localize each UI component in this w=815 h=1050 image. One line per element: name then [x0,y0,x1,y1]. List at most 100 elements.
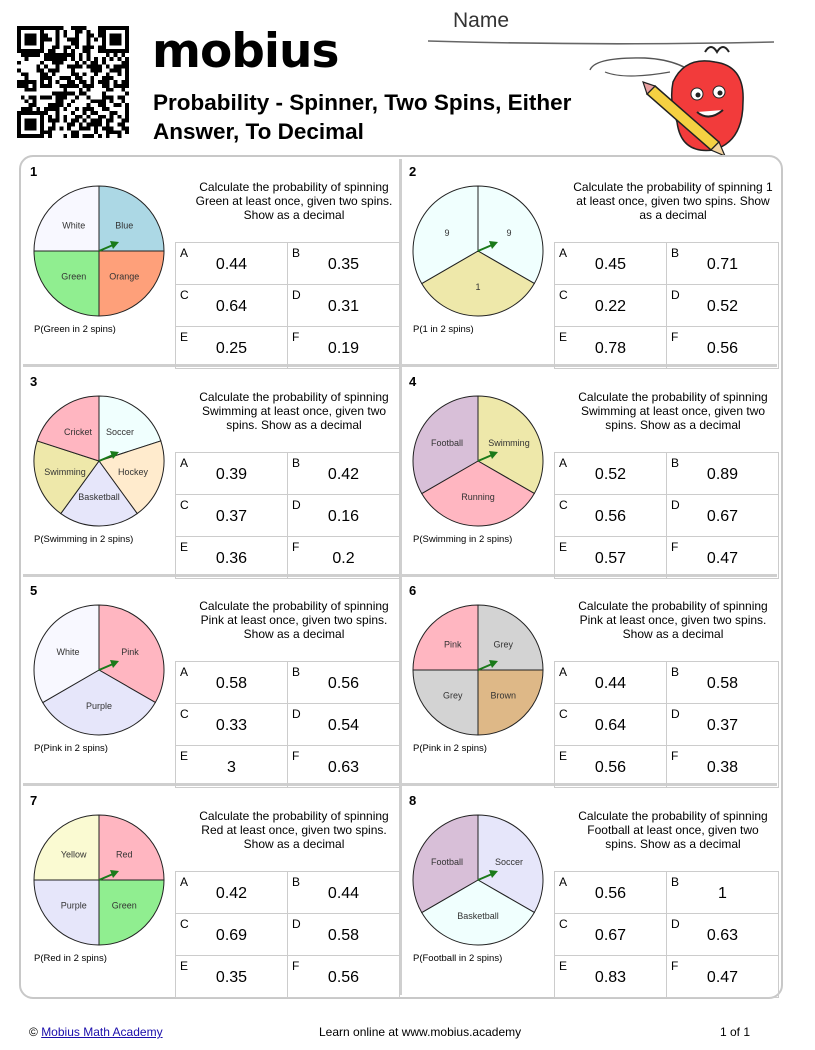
option-value: 0.58 [215,675,248,692]
answer-option[interactable]: C 0.37 [175,494,288,537]
answer-table: A 0.45 B 0.71 C 0.22 D 0.52 E 0.78 F 0.56 [554,242,779,369]
answer-option[interactable]: F 0.56 [287,955,400,998]
answer-option[interactable]: A 0.52 [554,452,667,495]
sector-label: 1 [476,282,481,292]
answer-option[interactable]: A 0.58 [175,661,288,704]
answer-option[interactable]: F 0.63 [287,745,400,788]
answer-option[interactable]: D 0.58 [287,913,400,956]
answer-option[interactable]: C 0.64 [175,284,288,327]
option-letter: D [292,498,301,512]
qr-code [17,26,129,138]
option-letter: A [559,246,568,260]
option-letter: B [292,246,301,260]
answer-option[interactable]: A 0.44 [175,242,288,285]
answer-option[interactable]: B 0.58 [666,661,779,704]
answer-option[interactable]: D 0.63 [666,913,779,956]
spinner: Blue Orange Green White [33,185,165,317]
spinner-arrow-icon [98,870,119,881]
answer-option[interactable]: A 0.42 [175,871,288,914]
option-letter: D [292,917,301,931]
option-letter: C [180,917,189,931]
option-value: 0.16 [327,508,360,525]
sector-label: Green [112,900,137,910]
answer-option[interactable]: B 0.42 [287,452,400,495]
answer-option[interactable]: B 0.71 [666,242,779,285]
answer-option[interactable]: D 0.67 [666,494,779,537]
answer-option[interactable]: F 0.2 [287,536,400,579]
problem-5: 5 Pink Purple White P(Pink in 2 spins) Calcul… [23,578,400,788]
option-value: 0.2 [332,550,355,567]
answer-option[interactable]: F 0.47 [666,955,779,998]
spinner-sector [98,185,165,252]
answer-option[interactable]: E 0.57 [554,536,667,579]
problem-grid: 1 Blue Orange Green White P(Green in 2 spins)… [19,155,783,999]
spinner: Soccer Basketball Football [412,814,544,946]
answer-option[interactable]: E 0.56 [554,745,667,788]
question-text: Calculate the probability of spinning 1 … [573,180,773,222]
option-value: 0.69 [215,927,248,944]
answer-option[interactable]: F 0.56 [666,326,779,369]
answer-option[interactable]: D 0.16 [287,494,400,537]
answer-option[interactable]: A 0.44 [554,661,667,704]
answer-option[interactable]: A 0.39 [175,452,288,495]
answer-option[interactable]: B 0.35 [287,242,400,285]
answer-option[interactable]: E 0.25 [175,326,288,369]
answer-option[interactable]: B 0.89 [666,452,779,495]
option-letter: A [559,665,568,679]
answer-option[interactable]: D 0.31 [287,284,400,327]
answer-option[interactable]: E 0.78 [554,326,667,369]
spinner-sector [42,669,156,736]
option-letter: C [559,288,568,302]
answer-option[interactable]: E 0.36 [175,536,288,579]
answer-option[interactable]: B 0.56 [287,661,400,704]
option-value: 0.44 [215,256,248,273]
option-letter: E [559,540,568,554]
answer-option[interactable]: C 0.64 [554,703,667,746]
option-letter: F [671,749,679,763]
answer-option[interactable]: C 0.33 [175,703,288,746]
option-letter: F [671,330,679,344]
row-divider [23,574,777,577]
option-value: 0.47 [706,969,739,986]
spinner-arrow-icon [477,870,498,881]
answer-option[interactable]: C 0.69 [175,913,288,956]
page-title: Probability - Spinner, Two Spins, Either… [153,90,572,144]
problem-1: 1 Blue Orange Green White P(Green in 2 spins)… [23,159,400,369]
answer-option[interactable]: E 0.35 [175,955,288,998]
answer-option[interactable]: C 0.22 [554,284,667,327]
sector-label: Hockey [118,467,149,477]
answer-option[interactable]: C 0.56 [554,494,667,537]
spinner-arrow-icon [98,241,119,252]
answer-option[interactable]: F 0.19 [287,326,400,369]
row-divider [23,364,777,367]
option-value: 0.89 [706,466,739,483]
copyright-symbol: © [29,1025,38,1039]
answer-option[interactable]: E 0.83 [554,955,667,998]
option-letter: D [671,917,680,931]
spinner-sector [36,395,100,462]
answer-option[interactable]: F 0.38 [666,745,779,788]
option-letter: B [292,665,301,679]
answer-option[interactable]: D 0.37 [666,703,779,746]
sector-label: Yellow [61,850,87,860]
option-letter: A [559,456,568,470]
answer-option[interactable]: D 0.52 [666,284,779,327]
probability-label: P(Pink in 2 spins) [34,743,108,754]
question-text: Calculate the probability of spinning Pi… [578,599,768,641]
answer-option[interactable]: A 0.56 [554,871,667,914]
option-value: 0.56 [594,508,627,525]
option-value: 0.35 [215,969,248,986]
spinner-arrow-icon [98,660,119,671]
probability-label: P(Football in 2 spins) [413,953,503,964]
sector-label: Red [116,850,133,860]
answer-option[interactable]: C 0.67 [554,913,667,956]
answer-option[interactable]: F 0.47 [666,536,779,579]
sector-label: Pink [444,640,462,650]
answer-option[interactable]: B 0.44 [287,871,400,914]
answer-option[interactable]: A 0.45 [554,242,667,285]
academy-link[interactable]: Mobius Math Academy [41,1025,163,1039]
answer-option[interactable]: D 0.54 [287,703,400,746]
spinner-sector [33,185,100,252]
